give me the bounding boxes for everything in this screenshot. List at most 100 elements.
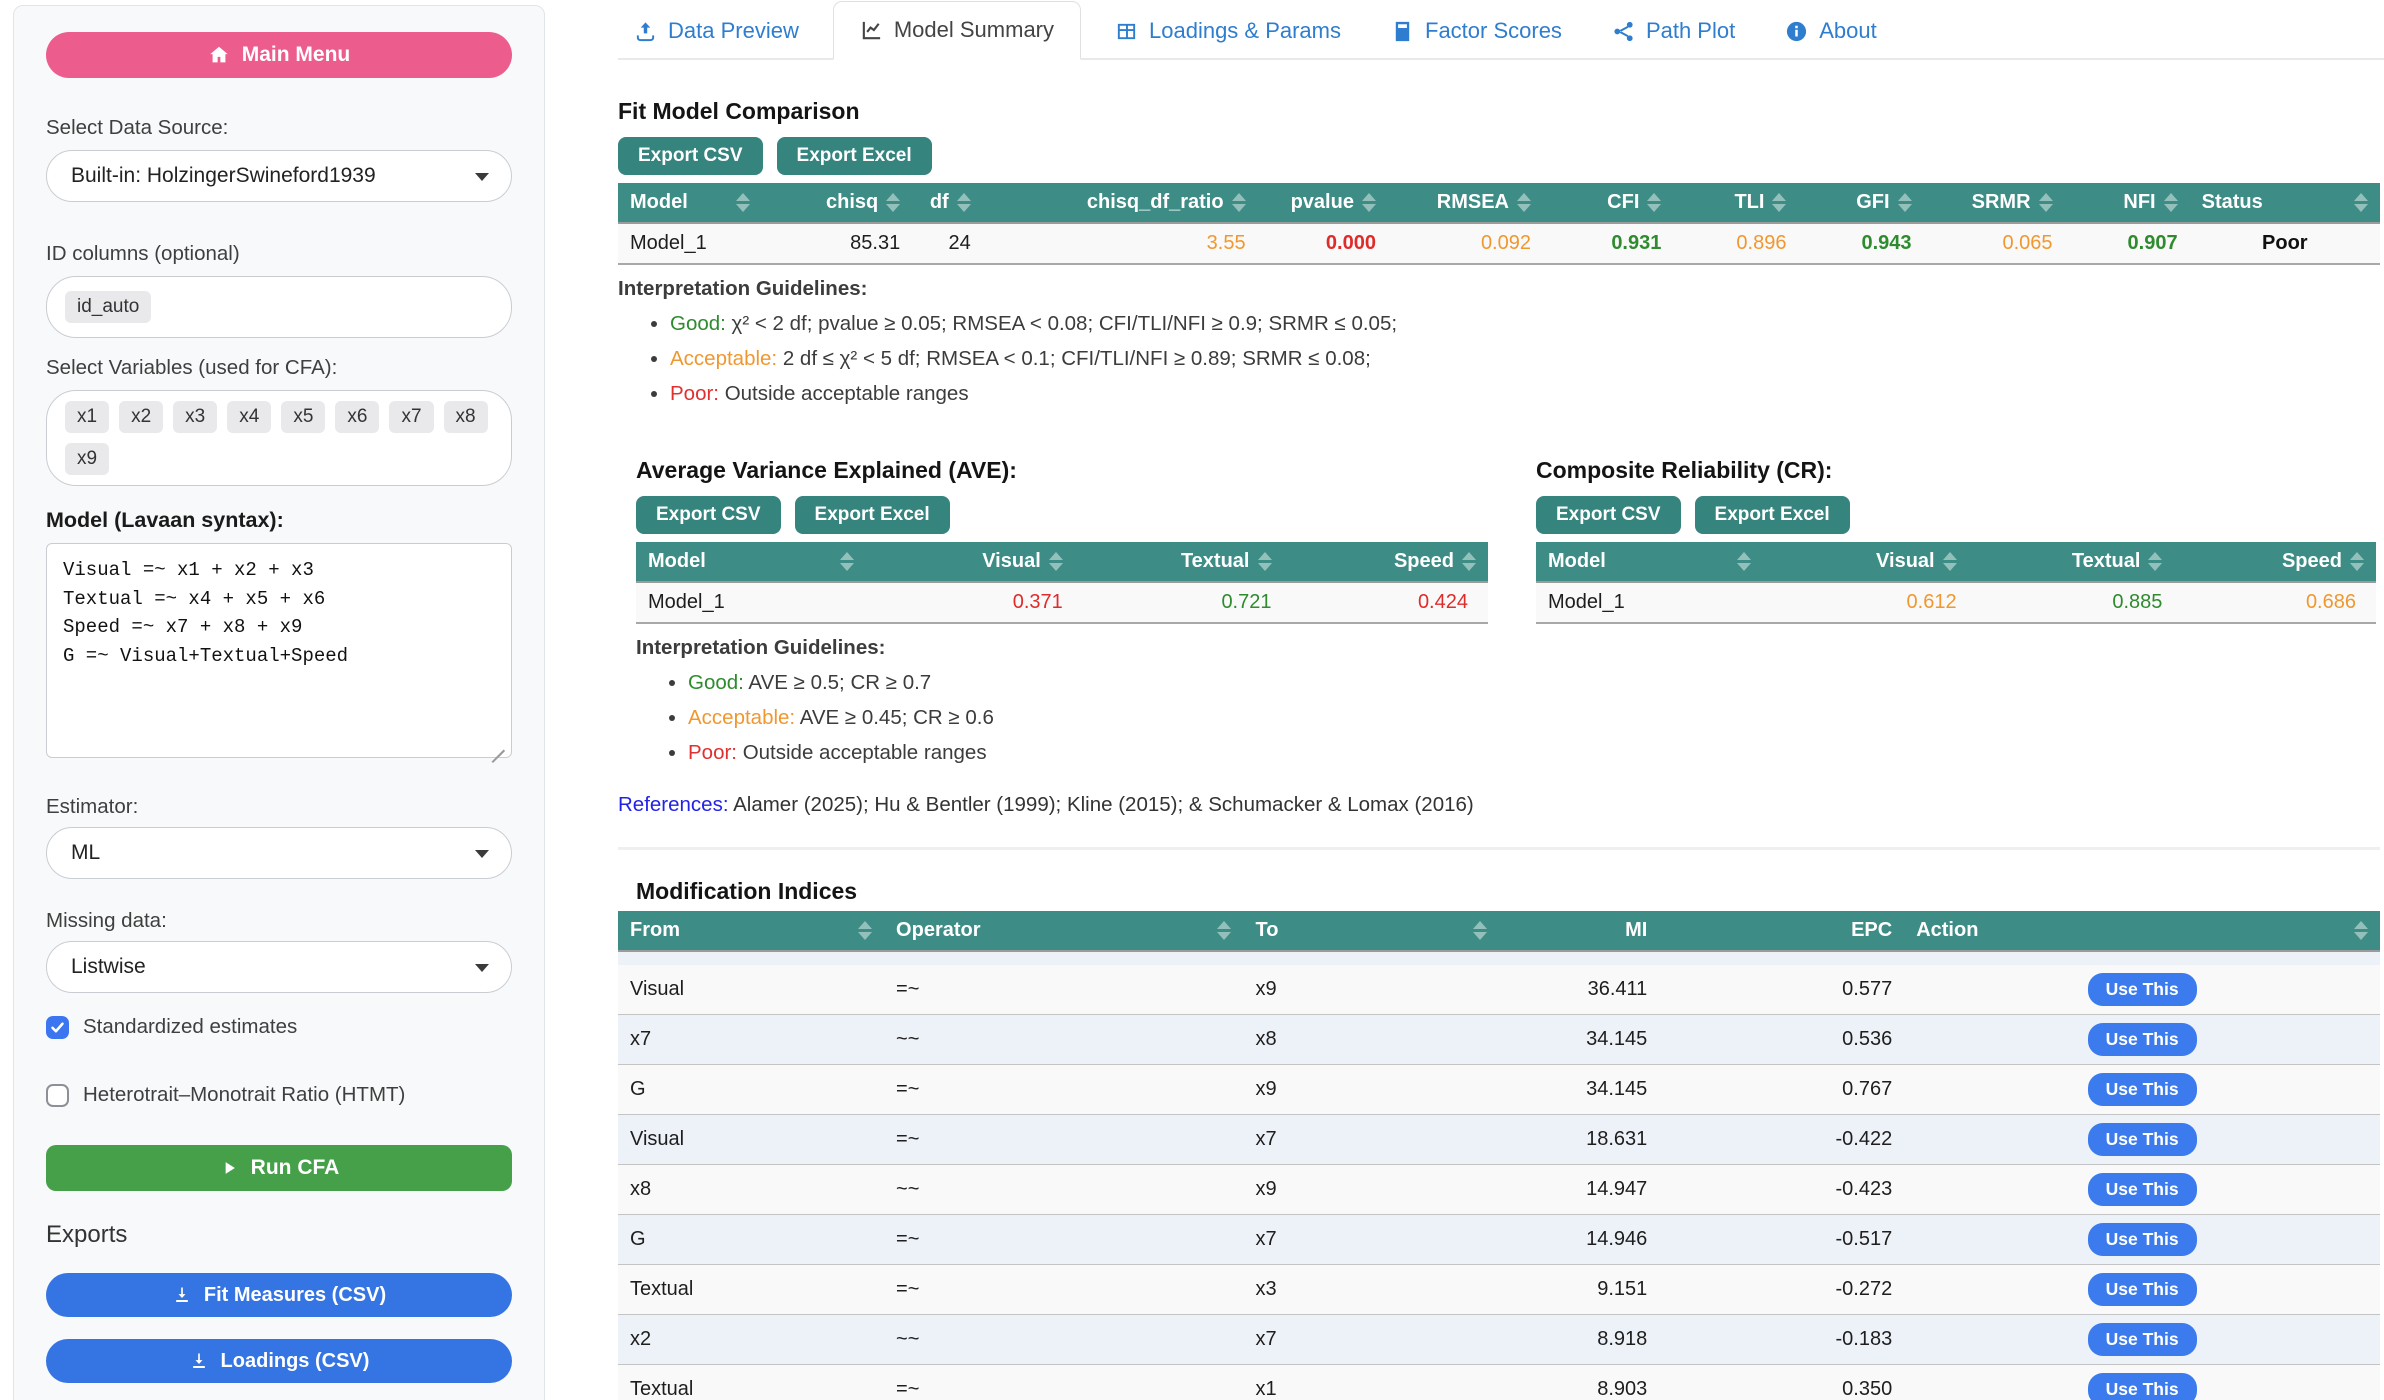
variable-tag[interactable]: x7 [389, 401, 434, 433]
ave-col-speed[interactable]: Speed [1283, 542, 1488, 584]
fit-col-tli[interactable]: TLI [1673, 183, 1799, 224]
variable-tag[interactable]: x1 [65, 401, 110, 433]
ave-export-csv-button[interactable]: Export CSV [636, 496, 781, 535]
export-loadings-button[interactable]: Loadings (CSV) [46, 1339, 512, 1383]
mi-cell-operator: =~ [884, 1214, 1244, 1265]
id-columns-label: ID columns (optional) [46, 242, 240, 265]
tab-path-plot[interactable]: Path Plot [1596, 4, 1751, 58]
guideline-good: Good: χ² < 2 df; pvalue ≥ 0.05; RMSEA < … [670, 309, 2380, 340]
calculator-icon [1395, 21, 1410, 41]
tab-data-preview[interactable]: Data Preview [618, 4, 815, 58]
tab-loadings-params[interactable]: Loadings & Params [1099, 4, 1357, 58]
tab-factor-scores[interactable]: Factor Scores [1375, 4, 1578, 58]
download-icon [192, 1353, 205, 1368]
checkbox-unchecked-icon[interactable] [46, 1083, 69, 1107]
fit-col-chisq[interactable]: chisq [762, 183, 913, 224]
cr-col-visual[interactable]: Visual [1762, 542, 1969, 584]
sort-icon [2354, 193, 2368, 212]
variable-tag[interactable]: x9 [65, 443, 110, 475]
sort-icon [1736, 552, 1751, 572]
mi-col-mi[interactable]: MI [1498, 910, 1660, 952]
mi-cell-from: Textual [618, 1364, 885, 1400]
mi-cell-to: x3 [1243, 1264, 1499, 1315]
variables-input[interactable]: x1 x2 x3 x4 x5 x6 x7 x8 x9 [46, 390, 512, 486]
estimator-select[interactable]: ML [46, 827, 512, 879]
checkbox-checked-icon[interactable] [46, 1015, 69, 1039]
mi-col-epc[interactable]: EPC [1659, 910, 1905, 952]
export-fit-measures-button[interactable]: Fit Measures (CSV) [46, 1273, 512, 1317]
main-menu-button[interactable]: Main Menu [46, 32, 512, 78]
ave-col-textual[interactable]: Textual [1074, 542, 1284, 584]
data-source-select[interactable]: Built-in: HolzingerSwineford1939 [46, 150, 512, 202]
mi-col-operator[interactable]: Operator [884, 910, 1244, 952]
use-this-button[interactable]: Use This [2087, 1072, 2197, 1106]
use-this-button[interactable]: Use This [2087, 1222, 2197, 1256]
variable-tag[interactable]: x6 [335, 401, 380, 433]
id-columns-input[interactable]: id_auto [46, 276, 512, 338]
model-syntax-textarea[interactable]: Visual =~ x1 + x2 + x3 Textual =~ x4 + x… [46, 543, 512, 758]
use-this-button[interactable]: Use This [2087, 1372, 2197, 1400]
run-cfa-button[interactable]: Run CFA [46, 1145, 512, 1191]
fit-col-nfi[interactable]: NFI [2064, 183, 2190, 224]
standardized-checkbox-row[interactable]: Standardized estimates [46, 1015, 512, 1039]
references-line: References: Alamer (2025); Hu & Bentler … [618, 793, 2380, 817]
sort-icon [840, 552, 855, 572]
sort-icon [1231, 193, 1246, 212]
fit-cell-df: 24 [912, 223, 983, 265]
cr-cell-model: Model_1 [1536, 582, 1763, 625]
cr-col-textual[interactable]: Textual [1968, 542, 2175, 584]
fit-cell-cfi: 0.931 [1543, 223, 1674, 265]
ave-section: Average Variance Explained (AVE): Export… [636, 457, 1488, 625]
export-fit-measures-label: Fit Measures (CSV) [203, 1283, 387, 1306]
ave-col-model[interactable]: Model [636, 542, 867, 584]
ave-export-excel-button[interactable]: Export Excel [794, 496, 950, 535]
ave-col-visual[interactable]: Visual [866, 542, 1075, 584]
tab-model-summary[interactable]: Model Summary [832, 1, 1081, 60]
variable-tag[interactable]: x2 [119, 401, 164, 433]
fit-col-rmsea[interactable]: RMSEA [1387, 183, 1543, 224]
cr-export-csv-button[interactable]: Export CSV [1536, 496, 1681, 535]
download-icon [176, 1287, 188, 1302]
use-this-button[interactable]: Use This [2087, 1322, 2197, 1356]
mi-col-from[interactable]: From [618, 910, 885, 952]
tab-about[interactable]: About [1769, 4, 1893, 58]
fit-col-model[interactable]: Model [618, 183, 763, 224]
use-this-button[interactable]: Use This [2087, 1272, 2197, 1306]
ave-title: Average Variance Explained (AVE): [636, 457, 1017, 484]
htmt-checkbox-row[interactable]: Heterotrait–Monotrait Ratio (HTMT) [46, 1083, 512, 1107]
use-this-button[interactable]: Use This [2087, 972, 2197, 1006]
mi-col-to[interactable]: To [1243, 910, 1499, 952]
mi-cell-operator: =~ [884, 1364, 1244, 1400]
fit-export-excel-button[interactable]: Export Excel [776, 137, 932, 175]
fit-col-df[interactable]: df [912, 183, 983, 224]
variable-tag[interactable]: x5 [281, 401, 326, 433]
variable-tag[interactable]: x8 [443, 401, 488, 433]
fit-cell-tli: 0.896 [1673, 223, 1799, 265]
fit-col-srmr[interactable]: SRMR [1923, 183, 2065, 224]
cr-col-speed[interactable]: Speed [2174, 542, 2376, 584]
variable-tag[interactable]: x4 [227, 401, 272, 433]
fit-col-pvalue[interactable]: pvalue [1257, 183, 1388, 224]
mi-cell-mi: 34.145 [1498, 1014, 1660, 1065]
fit-col-status[interactable]: Status [2189, 183, 2380, 224]
mi-col-action[interactable]: Action [1904, 910, 2380, 952]
cr-export-excel-button[interactable]: Export Excel [1694, 496, 1850, 535]
variables-label: Select Variables (used for CFA): [46, 356, 338, 379]
sort-icon [1942, 552, 1957, 572]
ave-table-row: Model_1 0.371 0.721 0.424 [636, 582, 1488, 625]
id-column-tag[interactable]: id_auto [65, 291, 152, 323]
sort-icon [1517, 193, 1531, 212]
missing-data-select[interactable]: Listwise [46, 941, 512, 993]
fit-export-csv-button[interactable]: Export CSV [618, 137, 763, 175]
use-this-button[interactable]: Use This [2087, 1122, 2197, 1156]
use-this-button[interactable]: Use This [2087, 1022, 2197, 1056]
variable-tag[interactable]: x3 [173, 401, 218, 433]
fit-col-cfi[interactable]: CFI [1543, 183, 1674, 224]
fit-cell-ratio: 3.55 [982, 223, 1258, 265]
use-this-button[interactable]: Use This [2087, 1172, 2197, 1206]
cr-col-model[interactable]: Model [1536, 542, 1763, 584]
fit-col-ratio[interactable]: chisq_df_ratio [982, 183, 1258, 224]
sidebar: Main Menu Select Data Source: Built-in: … [13, 5, 545, 1400]
fit-col-gfi[interactable]: GFI [1798, 183, 1924, 224]
